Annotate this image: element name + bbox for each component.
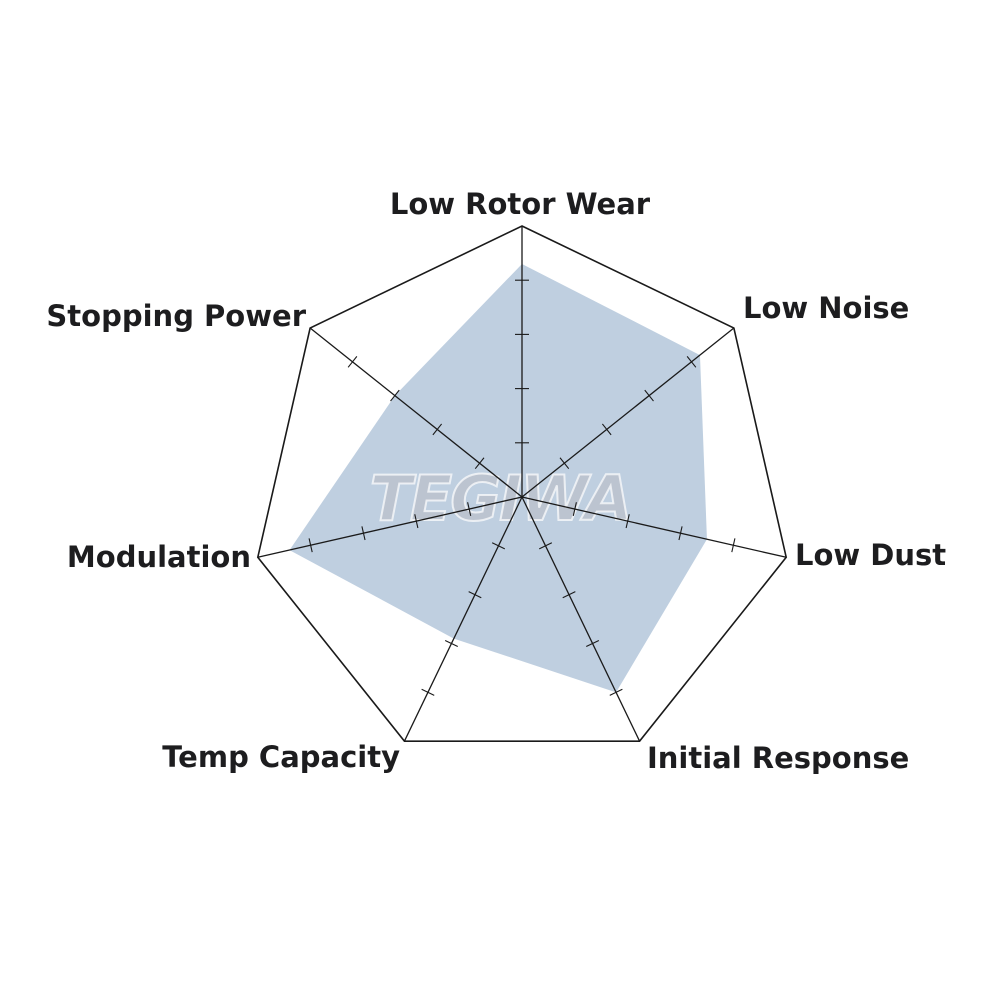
axis-label: Temp Capacity	[162, 740, 400, 774]
axis-tick	[625, 514, 630, 529]
axis-tick	[474, 457, 485, 470]
axis-tick	[686, 356, 697, 368]
axis-line-1	[521, 327, 735, 498]
axis-label: Low Noise	[743, 291, 909, 325]
axis-tick	[390, 389, 400, 402]
axis-tick	[586, 639, 600, 648]
axis-tick	[538, 542, 553, 550]
axis-label: Modulation	[67, 540, 251, 574]
axis-tick	[678, 526, 683, 541]
watermark-logo: TEGIWA	[370, 462, 631, 535]
axis-tick	[414, 514, 419, 529]
axis-label: Stopping Power	[46, 299, 306, 333]
axis-line-6	[309, 327, 523, 498]
axis-tick	[467, 502, 472, 517]
axis-tick	[361, 526, 366, 541]
axis-tick	[559, 457, 570, 470]
axis-tick	[609, 688, 623, 696]
axis-label: Low Rotor Wear	[390, 187, 651, 221]
axis-tick	[347, 356, 358, 368]
axis-line-2	[521, 496, 787, 558]
axis-tick	[491, 542, 506, 550]
axis-tick	[468, 591, 482, 599]
axis-line-5	[257, 496, 523, 558]
axis-tick	[432, 423, 443, 436]
axis-label: Initial Response	[647, 741, 909, 775]
axis-tick	[601, 423, 612, 436]
axis-tick	[444, 639, 458, 648]
axis-line-3	[521, 496, 641, 742]
axis-tick	[572, 502, 577, 517]
axis-tick	[731, 538, 736, 553]
axis-line-4	[403, 496, 523, 742]
axis-tick	[644, 389, 654, 402]
axis-tick	[308, 538, 313, 553]
axis-label: Low Dust	[795, 538, 946, 572]
axis-tick	[421, 688, 435, 696]
axis-tick	[562, 591, 576, 599]
outer-frame	[256, 225, 788, 742]
